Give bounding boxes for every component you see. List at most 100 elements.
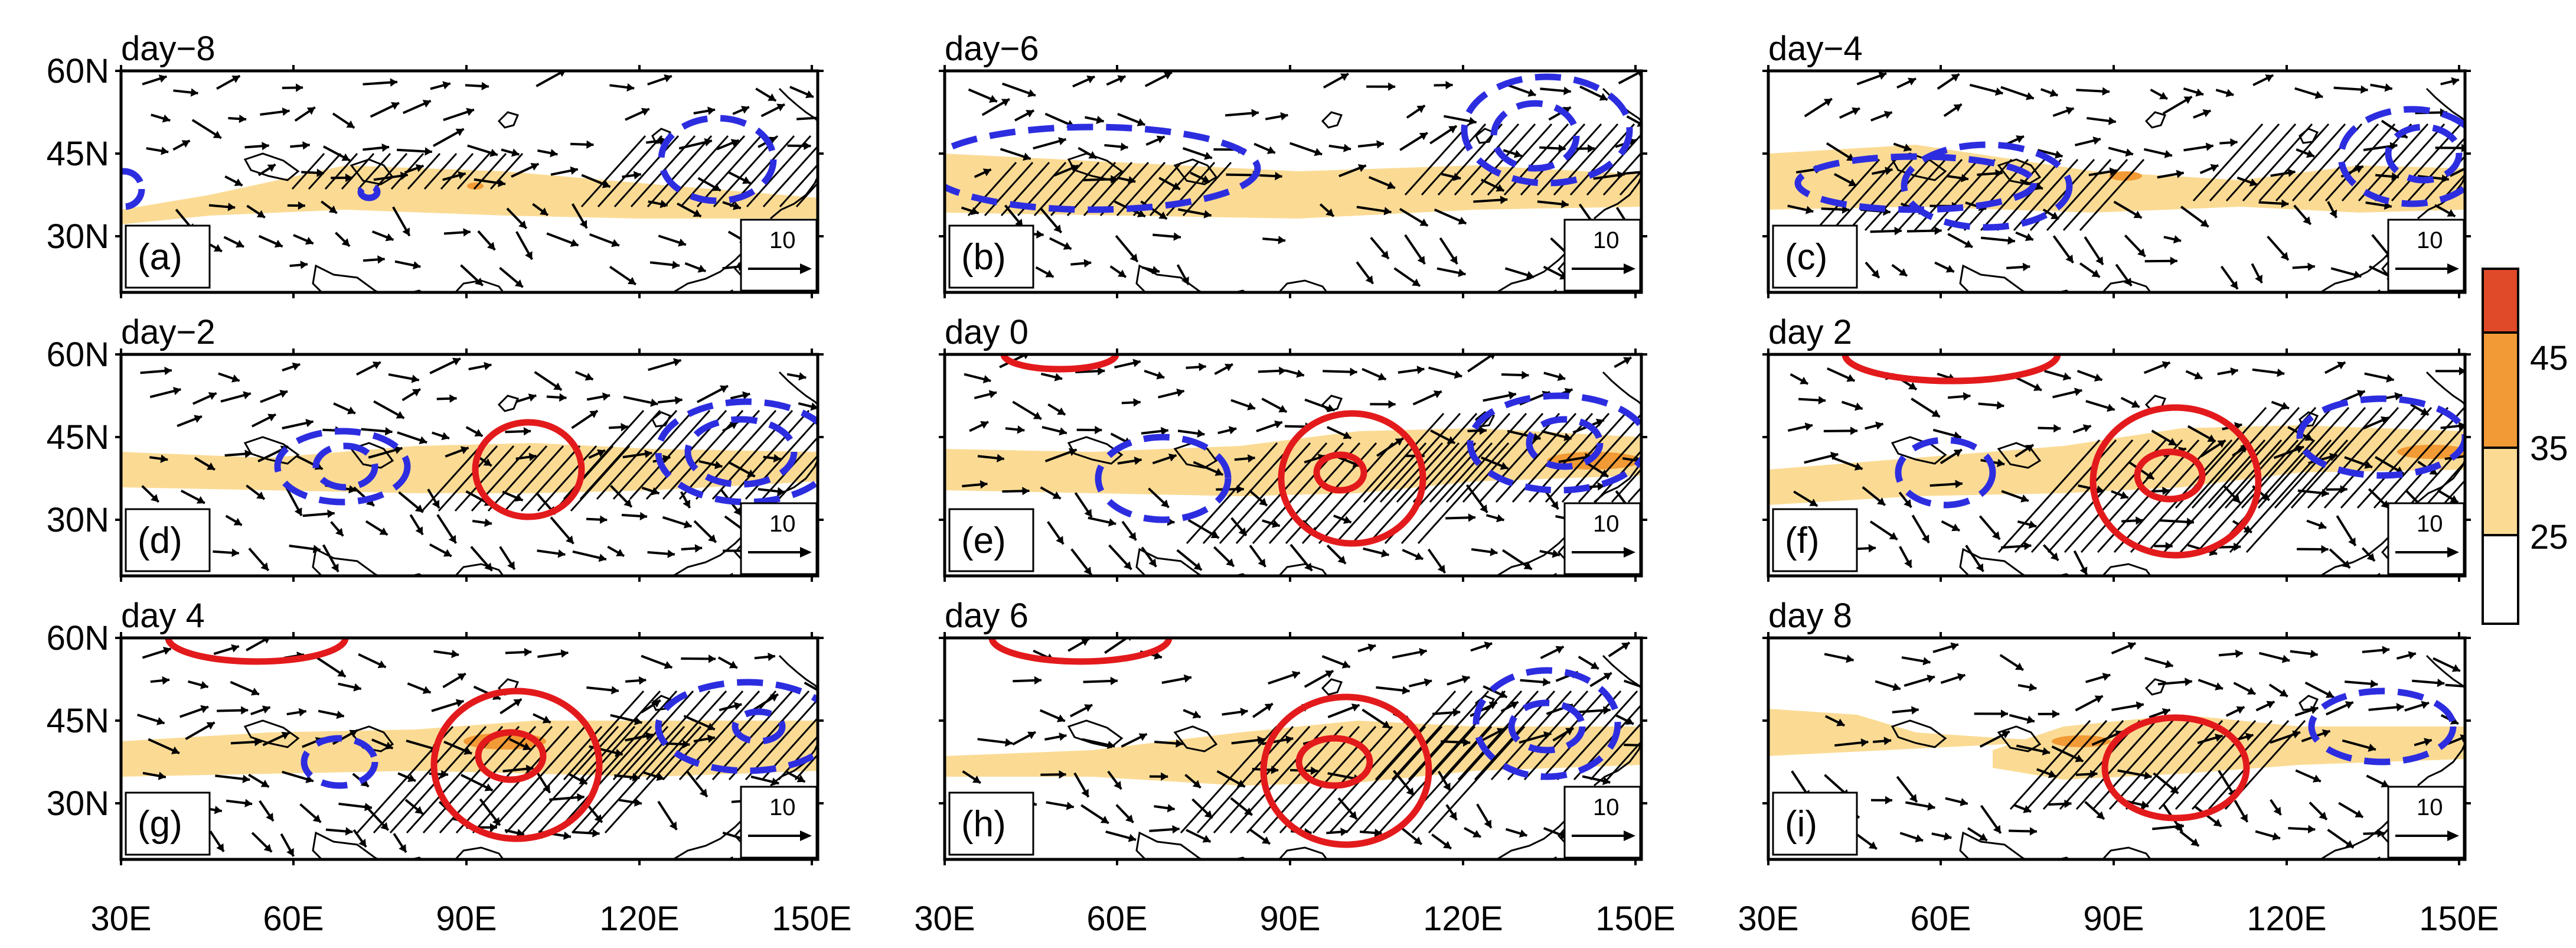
wind-vector — [535, 770, 551, 794]
panel-title: day 8 — [1768, 597, 1852, 635]
wind-vector — [1053, 164, 1079, 177]
wind-vector — [1483, 391, 1517, 402]
wind-vector — [786, 771, 806, 783]
wind-vector — [1896, 77, 1917, 89]
wind-vector — [1543, 372, 1566, 382]
wind-vector — [1370, 236, 1390, 260]
wind-vector — [2159, 517, 2195, 526]
wind-vector — [1447, 675, 1470, 686]
panel-a: day−8 (a) 10 — [115, 30, 824, 298]
wind-vector — [641, 699, 661, 714]
significance-hatch — [2125, 719, 2207, 810]
wind-vector — [2126, 800, 2149, 809]
wind-vector — [1230, 517, 1248, 536]
panel-title: day 2 — [1768, 313, 1852, 351]
wind-vector — [2218, 649, 2243, 659]
wind-vector — [402, 99, 432, 115]
wind-vector — [368, 445, 403, 459]
wind-vector — [2013, 804, 2032, 813]
wind-vector — [643, 771, 665, 781]
significance-hatch — [728, 690, 810, 781]
wind-vector — [499, 546, 516, 571]
panel-label-box — [125, 224, 211, 289]
wind-vector — [1252, 702, 1274, 718]
significance-hatch — [629, 690, 711, 781]
wind-vector — [2052, 387, 2082, 399]
significance-hatch — [1196, 725, 1294, 834]
wind-vector — [1083, 676, 1118, 686]
wind-vector — [294, 106, 316, 122]
wind-vector — [1901, 656, 1931, 666]
map-area — [1768, 354, 2465, 576]
wind-vector — [260, 390, 288, 403]
significance-hatch — [596, 690, 678, 781]
wind-vector — [1234, 454, 1255, 463]
significance-hatch — [2108, 719, 2190, 810]
map-area — [945, 354, 1641, 576]
significance-hatch — [2245, 439, 2349, 553]
reference-vector-label: 10 — [1593, 227, 1620, 253]
axis-labels: 60N 45N 30N 60N 45N 30N 60N 45N 30N 30E 60E 90E 120E… — [47, 52, 2499, 938]
wind-vector — [511, 162, 540, 178]
panel-label-box — [1772, 791, 1858, 856]
wind-vector — [1430, 429, 1456, 445]
wind-vector — [409, 514, 424, 536]
wind-vector — [2009, 827, 2038, 836]
panel-frame — [119, 353, 820, 578]
wind-vector — [149, 454, 168, 463]
wind-vector — [1947, 233, 1973, 249]
wind-vector — [1505, 828, 1528, 838]
wind-vector — [332, 729, 358, 745]
wind-vector — [1872, 167, 1893, 175]
wind-vector — [1485, 514, 1505, 523]
lon-label: 90E — [1259, 900, 1320, 938]
panel-i: day 8 (i) 10 — [1762, 597, 2471, 865]
wind-vector — [1141, 426, 1168, 436]
panel-frame — [1767, 69, 2467, 294]
wind-vector — [2304, 682, 2335, 699]
significance-hatch — [2225, 123, 2297, 202]
wind-vector — [2345, 679, 2378, 688]
wind-vector — [1432, 708, 1461, 717]
wind-vector — [2085, 400, 2115, 412]
wind-vector — [1176, 264, 1190, 286]
wind-vector — [2270, 168, 2296, 177]
wind-vector — [1356, 261, 1374, 285]
wind-vector — [1471, 548, 1498, 556]
wind-vector — [1108, 544, 1132, 571]
wind-vector — [1402, 828, 1423, 846]
wind-vector — [442, 171, 466, 181]
negative-anomaly-contour — [301, 735, 378, 789]
wind-vector — [1582, 775, 1611, 786]
significance-hatch — [2092, 719, 2174, 810]
wind-vector — [698, 460, 723, 470]
wind-vector — [647, 549, 675, 558]
wind-vector — [1121, 398, 1141, 407]
map-area — [121, 71, 818, 292]
wind-vector — [570, 140, 594, 149]
wind-vector — [1191, 798, 1213, 819]
wind-vector — [2363, 142, 2398, 151]
wind-vector — [962, 770, 981, 784]
significance-hatch — [2373, 406, 2465, 509]
wind-vector — [1248, 489, 1268, 507]
wind-vector — [1158, 388, 1185, 399]
wind-vector — [1577, 706, 1611, 715]
jet-core-shading — [2109, 171, 2142, 181]
reference-vector-label: 10 — [1593, 511, 1620, 537]
wind-vector — [2197, 734, 2224, 744]
positive-anomaly-contour — [430, 688, 603, 842]
lat-label: 30N — [47, 784, 109, 823]
wind-vector — [2297, 488, 2329, 497]
significance-hatch — [597, 135, 663, 208]
wind-vector — [1804, 97, 1833, 118]
significance-hatch — [423, 152, 458, 190]
wind-vector — [474, 178, 506, 187]
wind-vector — [2144, 256, 2177, 266]
reference-vector-box — [1563, 786, 1641, 859]
wind-vector — [2223, 485, 2241, 504]
negative-anomaly-contour — [121, 168, 145, 210]
significance-hatch — [1295, 725, 1393, 834]
wind-vector — [647, 74, 672, 86]
wind-vector — [1370, 400, 1396, 409]
